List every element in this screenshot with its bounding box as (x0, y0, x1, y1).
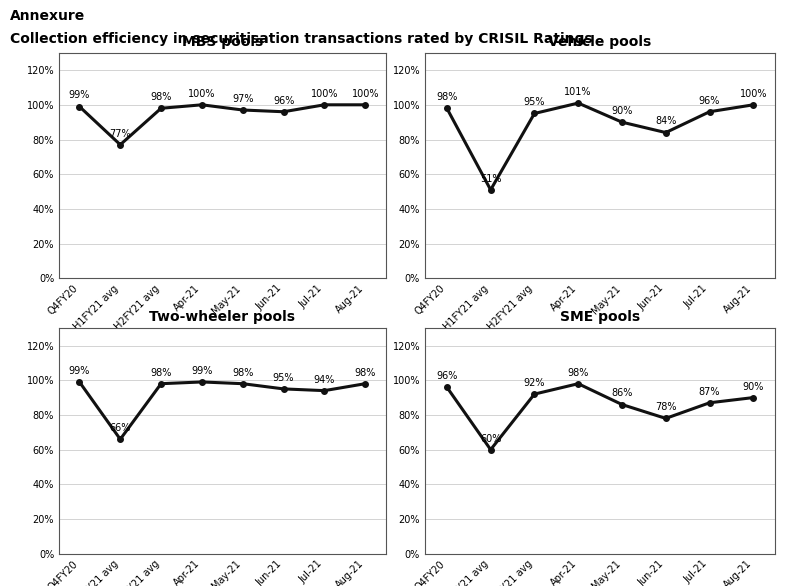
Text: 60%: 60% (480, 434, 501, 444)
Text: 94%: 94% (314, 374, 335, 384)
Text: 90%: 90% (743, 381, 764, 391)
Text: 96%: 96% (273, 96, 294, 105)
Text: 101%: 101% (564, 87, 592, 97)
Text: 98%: 98% (354, 367, 376, 377)
Text: 98%: 98% (150, 92, 172, 102)
Text: 78%: 78% (655, 403, 677, 413)
Text: 84%: 84% (655, 117, 677, 127)
Text: 95%: 95% (273, 373, 294, 383)
Text: 98%: 98% (567, 367, 589, 377)
Text: 66%: 66% (109, 423, 131, 433)
Text: 96%: 96% (436, 371, 457, 381)
Text: 100%: 100% (188, 88, 216, 98)
Text: 99%: 99% (68, 366, 91, 376)
Text: 100%: 100% (311, 88, 338, 98)
Text: 100%: 100% (352, 88, 379, 98)
Text: Collection efficiency in securitisation transactions rated by CRISIL Ratings: Collection efficiency in securitisation … (10, 32, 593, 46)
Text: 95%: 95% (523, 97, 545, 107)
Text: 96%: 96% (699, 96, 720, 105)
Title: MBS pools: MBS pools (182, 35, 263, 49)
Title: Two-wheeler pools: Two-wheeler pools (150, 310, 295, 324)
Text: 77%: 77% (109, 129, 131, 139)
Text: 98%: 98% (150, 367, 172, 377)
Text: 98%: 98% (232, 367, 253, 377)
Text: 92%: 92% (523, 378, 545, 388)
Text: 99%: 99% (191, 366, 212, 376)
Text: 86%: 86% (611, 389, 633, 398)
Text: 100%: 100% (740, 88, 767, 98)
Title: Vehicle pools: Vehicle pools (549, 35, 652, 49)
Title: SME pools: SME pools (560, 310, 640, 324)
Text: 97%: 97% (232, 94, 253, 104)
Text: 98%: 98% (436, 92, 457, 102)
Text: Annexure: Annexure (10, 9, 86, 23)
Text: 90%: 90% (611, 106, 633, 116)
Text: 99%: 99% (68, 90, 91, 100)
Text: 51%: 51% (480, 174, 501, 184)
Text: 87%: 87% (699, 387, 720, 397)
